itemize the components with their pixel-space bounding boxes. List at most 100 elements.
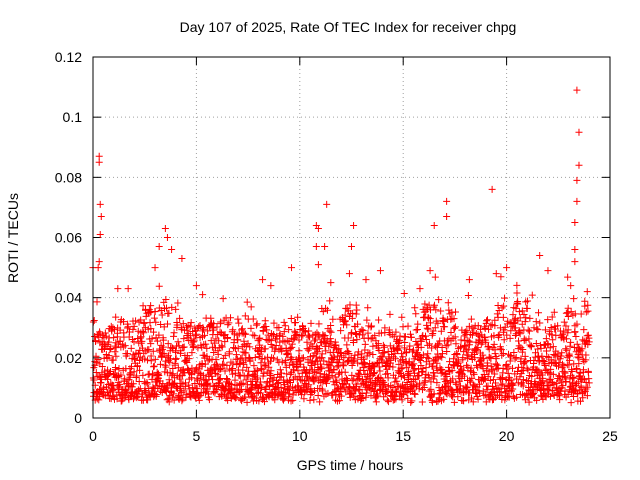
- data-point: [223, 375, 231, 383]
- data-point: [404, 322, 412, 330]
- data-point: [187, 319, 195, 327]
- data-point: [451, 324, 459, 332]
- data-point: [397, 365, 405, 373]
- data-point: [147, 302, 155, 310]
- data-point: [564, 273, 572, 281]
- data-point: [95, 158, 103, 166]
- data-point: [494, 301, 502, 309]
- data-point: [504, 363, 512, 371]
- data-point: [520, 310, 528, 318]
- data-point: [406, 342, 414, 350]
- data-point: [150, 328, 158, 336]
- data-point: [136, 366, 144, 374]
- data-point: [174, 338, 182, 346]
- data-point: [205, 390, 213, 398]
- data-point: [254, 374, 262, 382]
- data-point: [519, 346, 527, 354]
- data-point: [230, 393, 238, 401]
- data-point: [255, 397, 263, 405]
- data-point: [208, 372, 216, 380]
- data-point: [249, 315, 257, 323]
- data-point: [168, 303, 176, 311]
- data-point: [567, 399, 575, 407]
- data-point: [411, 390, 419, 398]
- data-point: [353, 382, 361, 390]
- data-point: [314, 224, 322, 232]
- data-point: [162, 357, 170, 365]
- data-point: [570, 392, 578, 400]
- data-point: [216, 375, 224, 383]
- data-point: [392, 395, 400, 403]
- data-point: [451, 323, 459, 331]
- data-point: [247, 324, 255, 332]
- data-point: [411, 376, 419, 384]
- data-point: [95, 396, 103, 404]
- data-point: [562, 377, 570, 385]
- data-point: [232, 393, 240, 401]
- data-point: [375, 363, 383, 371]
- data-point: [548, 387, 556, 395]
- data-point: [267, 282, 275, 290]
- data-point: [438, 365, 446, 373]
- data-point: [483, 317, 491, 325]
- data-point: [573, 320, 581, 328]
- data-point: [157, 321, 165, 329]
- data-point: [534, 326, 542, 334]
- data-point: [326, 335, 334, 343]
- data-point: [151, 308, 159, 316]
- data-point: [385, 326, 393, 334]
- data-point: [200, 325, 208, 333]
- data-point: [228, 366, 236, 374]
- data-point: [572, 365, 580, 373]
- data-point: [544, 316, 552, 324]
- data-point: [515, 342, 523, 350]
- data-point: [430, 301, 438, 309]
- data-point: [270, 354, 278, 362]
- data-point: [563, 346, 571, 354]
- data-point: [166, 358, 174, 366]
- data-point: [277, 369, 285, 377]
- data-point: [90, 316, 98, 324]
- data-point: [433, 359, 441, 367]
- data-point: [286, 390, 294, 398]
- data-point: [470, 370, 478, 378]
- data-point: [323, 336, 331, 344]
- data-point: [242, 330, 250, 338]
- data-point: [205, 396, 213, 404]
- data-point: [441, 323, 449, 331]
- data-point: [217, 365, 225, 373]
- data-point: [121, 342, 129, 350]
- data-point: [458, 365, 466, 373]
- data-point: [257, 378, 265, 386]
- data-point: [405, 368, 413, 376]
- data-point: [479, 365, 487, 373]
- data-point: [224, 396, 232, 404]
- data-point: [411, 304, 419, 312]
- data-point: [442, 342, 450, 350]
- data-point: [356, 385, 364, 393]
- data-point: [238, 325, 246, 333]
- data-point: [410, 360, 418, 368]
- data-point: [472, 329, 480, 337]
- data-point: [449, 387, 457, 395]
- data-point: [293, 361, 301, 369]
- data-point: [276, 373, 284, 381]
- data-point: [242, 349, 250, 357]
- data-point: [560, 327, 568, 335]
- data-point: [524, 326, 532, 334]
- data-point: [500, 302, 508, 310]
- data-point: [532, 339, 540, 347]
- data-point: [424, 350, 432, 358]
- data-point: [255, 335, 263, 343]
- data-point: [549, 370, 557, 378]
- data-point: [399, 353, 407, 361]
- data-point: [203, 344, 211, 352]
- data-point: [433, 379, 441, 387]
- data-point: [570, 295, 578, 303]
- data-point: [98, 375, 106, 383]
- data-point: [321, 370, 329, 378]
- data-point: [348, 362, 356, 370]
- data-point: [195, 396, 203, 404]
- data-point: [316, 355, 324, 363]
- data-point: [583, 288, 591, 296]
